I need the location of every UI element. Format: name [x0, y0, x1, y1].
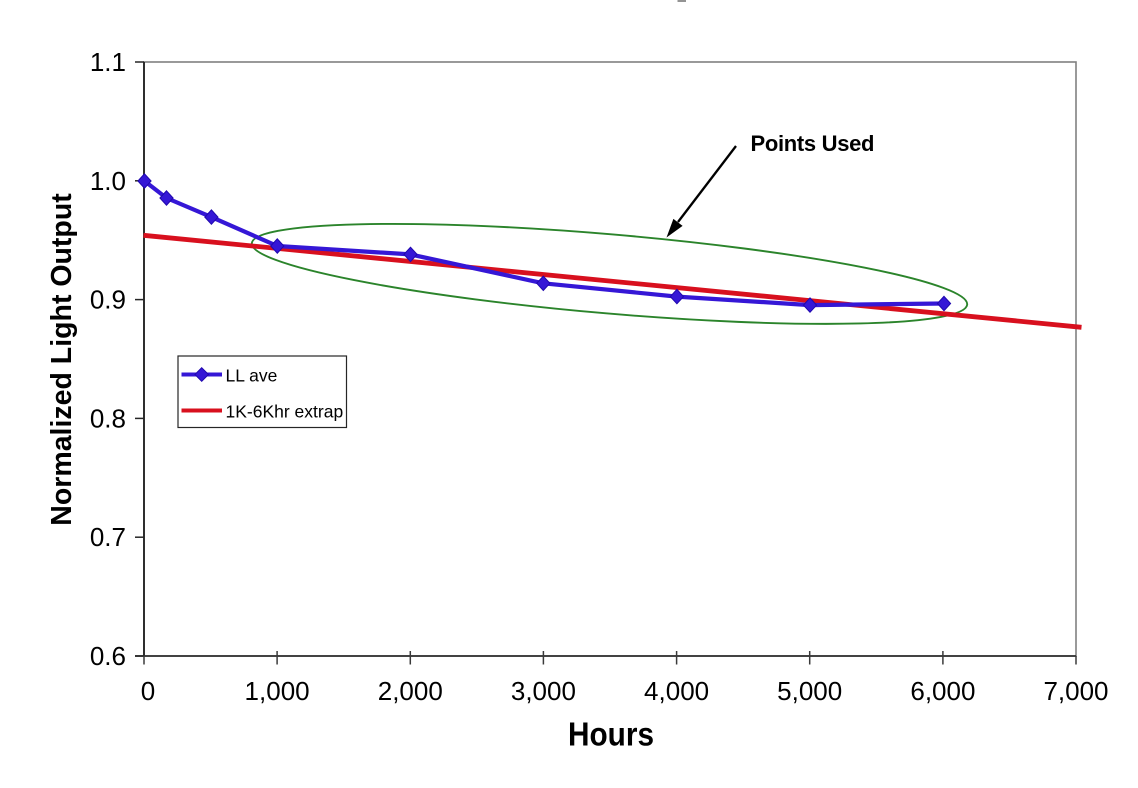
svg-text:3,000: 3,000	[511, 676, 576, 706]
svg-text:0.6: 0.6	[90, 641, 126, 671]
svg-text:Hours: Hours	[568, 715, 654, 752]
svg-text:1.1: 1.1	[90, 47, 126, 77]
svg-text:4,000: 4,000	[644, 676, 709, 706]
svg-text:0.9: 0.9	[90, 285, 126, 315]
svg-text:1,000: 1,000	[245, 676, 310, 706]
svg-text:0.7: 0.7	[90, 522, 126, 552]
svg-text:6,000: 6,000	[910, 676, 975, 706]
svg-text:LL ave: LL ave	[226, 366, 278, 386]
svg-text:0: 0	[141, 676, 155, 706]
svg-text:0.8: 0.8	[90, 403, 126, 433]
svg-text:1.0: 1.0	[90, 166, 126, 196]
svg-text:5,000: 5,000	[777, 676, 842, 706]
svg-text:7,000: 7,000	[1043, 676, 1108, 706]
svg-text:1K-6Khr extrap: 1K-6Khr extrap	[226, 402, 344, 422]
svg-text:2,000: 2,000	[378, 676, 443, 706]
svg-text:Points Used: Points Used	[751, 131, 875, 156]
svg-text:Normalized Light Output: Normalized Light Output	[46, 193, 78, 526]
